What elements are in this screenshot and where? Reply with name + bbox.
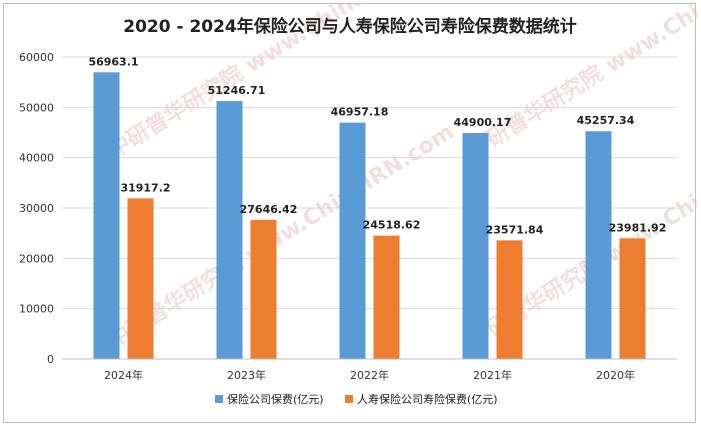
watermark-text: 中研普华研究院 www.ChinaIRN.com <box>103 119 458 354</box>
y-tick-label: 10000 <box>19 303 54 316</box>
y-tick-label: 0 <box>47 353 54 366</box>
bar-life-insurance <box>619 238 646 359</box>
bar-insurance <box>339 122 366 359</box>
y-tick-label: 50000 <box>19 101 54 114</box>
data-label: 31917.2 <box>120 181 170 194</box>
x-tick-label: 2023年 <box>227 368 266 382</box>
legend-label: 保险公司保费(亿元) <box>227 392 324 406</box>
data-label: 23981.92 <box>609 221 667 234</box>
y-tick-label: 20000 <box>19 252 54 265</box>
x-tick-label: 2021年 <box>473 368 512 382</box>
x-tick-label: 2020年 <box>596 368 635 382</box>
data-labels: 56963.1 31917.2 51246.71 27646.42 46957.18 24… <box>88 55 666 236</box>
axes: 0 10000 20000 30000 40000 50000 60000 2024年 2023… <box>19 51 677 382</box>
legend-label: 人寿保险公司寿险保费(亿元) <box>357 392 498 406</box>
data-label: 23571.84 <box>486 223 544 236</box>
chart-title: 2020 - 2024年保险公司与人寿保险公司寿险保费数据统计 <box>123 16 577 37</box>
bar-life-insurance <box>373 235 400 359</box>
legend-swatch <box>345 395 353 403</box>
data-label: 27646.42 <box>240 203 298 216</box>
chart: 中研普华研究院 www.ChinaIRN.com 中研普华研究院 www.Chin… <box>19 4 697 406</box>
chart-frame: 中研普华研究院 www.ChinaIRN.com 中研普华研究院 www.Chin… <box>3 3 697 423</box>
x-tick-label: 2022年 <box>350 368 389 382</box>
gridlines <box>62 56 677 310</box>
data-label: 44900.17 <box>454 116 512 129</box>
bar-life-insurance <box>250 219 277 359</box>
legend-swatch <box>215 395 223 403</box>
data-label: 45257.34 <box>577 114 635 127</box>
data-label: 56963.1 <box>88 55 138 68</box>
bars <box>93 72 646 359</box>
y-tick-label: 30000 <box>19 202 54 215</box>
bar-life-insurance <box>496 240 523 359</box>
legend: 保险公司保费(亿元) 人寿保险公司寿险保费(亿元) <box>215 392 498 406</box>
data-label: 46957.18 <box>331 106 389 119</box>
bar-insurance <box>462 133 489 359</box>
bar-insurance <box>93 72 120 359</box>
bar-life-insurance <box>127 198 154 359</box>
y-tick-label: 40000 <box>19 152 54 165</box>
x-tick-label: 2024年 <box>104 368 143 382</box>
bar-insurance <box>585 131 612 359</box>
data-label: 51246.71 <box>208 84 266 97</box>
bar-insurance <box>216 101 243 359</box>
y-tick-label: 60000 <box>19 51 54 64</box>
data-label: 24518.62 <box>363 219 421 232</box>
